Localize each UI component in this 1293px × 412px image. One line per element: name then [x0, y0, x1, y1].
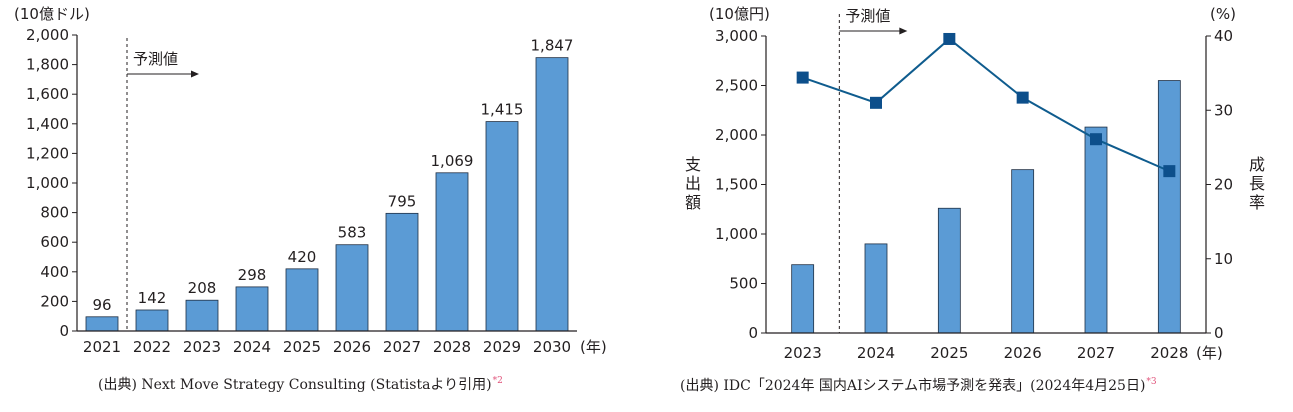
bar: [1011, 169, 1035, 334]
right-axis-title-char: 成: [1249, 155, 1265, 174]
x-tick-label: 2025: [283, 338, 321, 356]
footnote-marker-right: *3: [1146, 377, 1157, 387]
left-y-tick-label: 500: [729, 275, 758, 293]
y-tick-label: 1,400: [26, 115, 69, 133]
left-y-tick-label: 1,000: [715, 225, 758, 243]
bar: [235, 286, 269, 332]
forecast-arrow-head: [899, 27, 908, 35]
forecast-label: 予測値: [845, 7, 890, 25]
right-y-tick-label: 20: [1214, 176, 1233, 194]
y-tick-label: 1,200: [26, 144, 69, 162]
data-label: 1,069: [431, 152, 474, 170]
y-tick-label: 400: [40, 263, 69, 281]
right-axis-unit: (%): [1210, 5, 1236, 23]
x-tick-label: 2028: [433, 338, 471, 356]
x-tick-label: 2026: [333, 338, 371, 356]
y-tick-label: 1,000: [26, 174, 69, 192]
left-y-tick-label: 0: [748, 324, 758, 342]
x-tick-label: 2027: [383, 338, 421, 356]
growth-rate-marker: [1163, 165, 1176, 178]
y-tick-label: 0: [59, 322, 69, 340]
growth-rate-marker: [943, 32, 956, 45]
x-tick-label: 2024: [233, 338, 271, 356]
source-note-left: (出典) Next Move Strategy Consulting (Stat…: [98, 374, 503, 394]
left-axis-title-char: 出: [685, 174, 701, 193]
right-y-tick-label: 40: [1214, 27, 1233, 45]
x-tick-label: 2029: [483, 338, 521, 356]
bar: [185, 299, 219, 332]
data-label: 420: [288, 248, 317, 266]
left-axis-title-char: 額: [685, 193, 701, 212]
left-axis-title-char: 支: [685, 155, 701, 174]
data-label: 795: [388, 192, 417, 210]
bar: [535, 57, 569, 332]
left-y-tick-label: 2,000: [715, 126, 758, 144]
data-label: 208: [188, 279, 217, 297]
bar: [937, 207, 961, 334]
data-label: 1,847: [531, 37, 574, 55]
data-label: 583: [338, 224, 367, 242]
data-label: 96: [92, 296, 111, 314]
y-axis-unit: (10億ドル): [14, 5, 90, 23]
x-axis-unit: (年): [580, 338, 607, 356]
x-tick-label: 2030: [533, 338, 571, 356]
bar: [385, 212, 419, 332]
growth-rate-marker: [870, 96, 882, 109]
y-tick-label: 800: [40, 204, 69, 222]
global-ai-market-chart: 0 200 400 600 800 1,000 1,200 1,400 1,600 1,800 2,…: [14, 5, 607, 356]
right-axis-title-char: 長: [1249, 174, 1265, 193]
bar: [791, 264, 815, 334]
x-tick-label: 2024: [857, 344, 895, 362]
bar: [864, 243, 888, 334]
growth-rate-marker: [1016, 91, 1029, 104]
x-tick-label: 2022: [133, 338, 171, 356]
left-y-tick-label: 1,500: [715, 176, 758, 194]
growth-rate-line: [802, 37, 1170, 173]
source-text-right: (出典) IDC「2024年 国内AIシステム市場予測を発表」(2024年4月2…: [680, 378, 1146, 394]
bar: [1084, 126, 1108, 334]
x-tick-label: 2025: [930, 344, 968, 362]
japan-ai-spending-chart: 0 500 1,000 1,500 2,000 2,500 3,000 0 10 20 30 40 (1…: [685, 5, 1265, 362]
forecast-label: 予測値: [133, 50, 178, 68]
bar: [335, 244, 369, 332]
x-tick-label: 2023: [784, 344, 822, 362]
bar: [135, 309, 169, 332]
x-tick-label: 2026: [1004, 344, 1042, 362]
x-tick-label: 2023: [183, 338, 221, 356]
bar: [435, 172, 469, 332]
right-axis-title-char: 率: [1249, 193, 1265, 212]
footnote-marker-left: *2: [492, 376, 503, 386]
x-tick-label: 2021: [83, 338, 121, 356]
right-y-tick-label: 10: [1214, 250, 1233, 268]
y-tick-label: 1,600: [26, 85, 69, 103]
bar: [285, 268, 319, 332]
left-axis-unit: (10億円): [709, 5, 770, 23]
data-label: 298: [238, 266, 267, 284]
bar: [1157, 80, 1181, 334]
growth-rate-marker: [796, 71, 809, 84]
x-axis-unit: (年): [1196, 344, 1223, 362]
right-y-tick-label: 30: [1214, 101, 1233, 119]
y-tick-label: 2,000: [26, 26, 69, 44]
left-y-tick-label: 3,000: [715, 27, 758, 45]
forecast-arrow-head: [191, 70, 199, 78]
y-tick-label: 1,800: [26, 56, 69, 74]
x-tick-label: 2028: [1150, 344, 1188, 362]
data-label: 1,415: [481, 101, 524, 119]
source-note-right: (出典) IDC「2024年 国内AIシステム市場予測を発表」(2024年4月2…: [680, 375, 1157, 395]
bar: [485, 121, 519, 332]
data-label: 142: [138, 289, 167, 307]
y-tick-label: 600: [40, 233, 69, 251]
x-tick-label: 2027: [1077, 344, 1115, 362]
y-tick-label: 200: [40, 292, 69, 310]
growth-rate-marker: [1090, 133, 1102, 146]
left-y-tick-label: 2,500: [715, 77, 758, 95]
source-text-left: (出典) Next Move Strategy Consulting (Stat…: [98, 377, 492, 393]
right-y-tick-label: 0: [1214, 324, 1224, 342]
bar: [85, 316, 119, 332]
